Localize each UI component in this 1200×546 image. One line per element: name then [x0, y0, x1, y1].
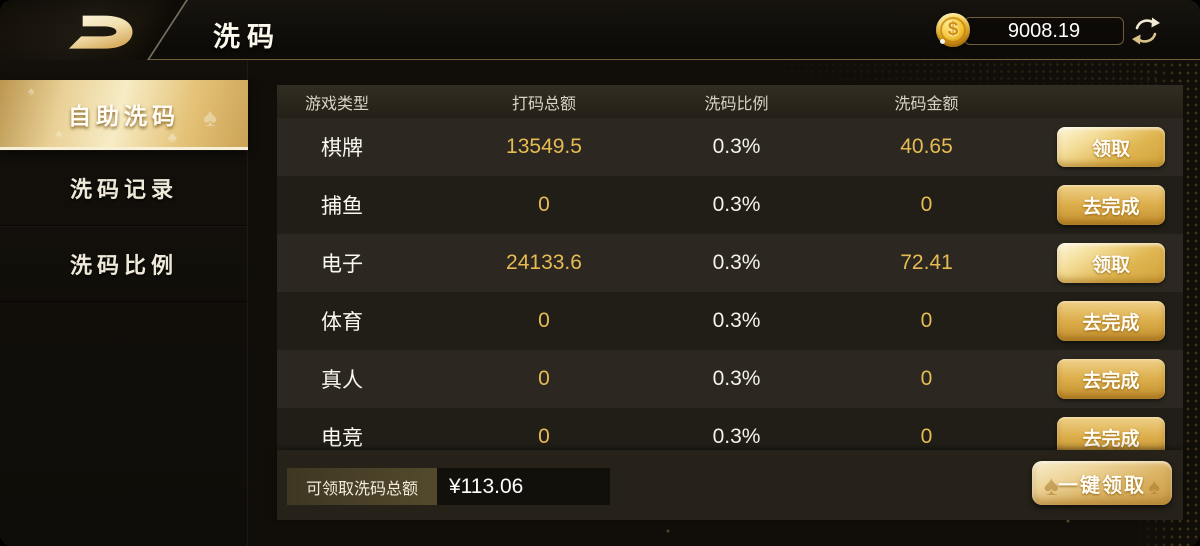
wash-amount-cell: 0 — [920, 425, 933, 448]
sidebar-item-self-wash[interactable]: 自助洗码 ♠ ♣ ♠ ♣ — [0, 80, 248, 150]
claim-all-label: 一键领取 — [1058, 474, 1146, 497]
wash-ratio-cell: 0.3% — [712, 425, 761, 448]
table-row: 捕鱼 0 0.3% 0 去完成 — [277, 176, 1183, 234]
table-row: 体育 0 0.3% 0 去完成 — [277, 292, 1183, 350]
footer-summary-bar: 可领取洗码总额 ¥113.06 ♠ 一键领取 ♠ — [277, 450, 1183, 520]
game-type-cell: 捕鱼 — [321, 195, 363, 218]
col-header-game-type: 游戏类型 — [305, 95, 370, 113]
sidebar-item-wash-records[interactable]: 洗码记录 — [0, 150, 248, 226]
spade-icon: ♠ — [203, 102, 222, 132]
wash-amount-cell: 0 — [920, 367, 933, 390]
wash-amount-cell: 0 — [920, 193, 933, 216]
claim-button[interactable]: 领取 — [1057, 127, 1165, 167]
coin-icon: $ — [936, 13, 970, 47]
wager-total-cell: 0 — [538, 193, 550, 216]
wash-amount-cell: 0 — [920, 309, 933, 332]
wager-total-cell: 24133.6 — [506, 251, 582, 274]
col-header-wash-amount: 洗码金额 — [894, 95, 959, 113]
claimable-total-value: ¥113.06 — [437, 468, 610, 505]
refresh-icon[interactable] — [1130, 15, 1162, 47]
wash-ratio-cell: 0.3% — [712, 367, 761, 390]
page-title: 洗码 — [213, 22, 281, 52]
sidebar-item-wash-ratio[interactable]: 洗码比例 — [0, 226, 248, 302]
wager-total-cell: 0 — [538, 367, 550, 390]
table-row: 电子 24133.6 0.3% 72.41 领取 — [277, 234, 1183, 292]
table-header-row: 游戏类型 打码总额 洗码比例 洗码金额 — [277, 85, 1183, 118]
wager-total-cell: 0 — [538, 425, 550, 448]
wash-ratio-cell: 0.3% — [712, 135, 761, 158]
wash-amount-cell: 40.65 — [900, 135, 953, 158]
game-type-cell: 棋牌 — [321, 137, 363, 160]
wash-ratio-cell: 0.3% — [712, 193, 761, 216]
sidebar-item-label: 自助洗码 — [68, 102, 180, 129]
claimable-total-label: 可领取洗码总额 — [287, 468, 437, 505]
balance-display[interactable]: 9008.19 — [964, 17, 1124, 45]
table-body: 棋牌 13549.5 0.3% 40.65 领取 捕鱼 0 0.3% 0 去完成 电子 24133.6… — [277, 118, 1183, 466]
spade-icon: ♠ — [1148, 474, 1162, 499]
game-type-cell: 真人 — [321, 369, 363, 392]
wash-amount-cell: 72.41 — [900, 251, 953, 274]
club-icon: ♣ — [167, 129, 182, 145]
col-header-wash-ratio: 洗码比例 — [704, 95, 769, 113]
claim-button[interactable]: 领取 — [1057, 243, 1165, 283]
game-type-cell: 电竞 — [321, 427, 363, 450]
go-complete-button[interactable]: 去完成 — [1057, 301, 1165, 341]
club-icon: ♣ — [56, 129, 67, 139]
wager-total-cell: 0 — [538, 309, 550, 332]
sidebar-item-label: 洗码比例 — [69, 252, 178, 278]
header-bar: 洗码 $ 9008.19 — [0, 0, 1200, 60]
wager-total-cell: 13549.5 — [506, 135, 582, 158]
main-content: 游戏类型 打码总额 洗码比例 洗码金额 棋牌 13549.5 0.3% 40.65 领取… — [248, 61, 1200, 546]
col-header-wager-total: 打码总额 — [511, 95, 576, 113]
table-row: 真人 0 0.3% 0 去完成 — [277, 350, 1183, 408]
game-type-cell: 电子 — [321, 253, 363, 276]
sidebar-nav: 自助洗码 ♠ ♣ ♠ ♣ 洗码记录 洗码比例 — [0, 61, 248, 546]
wash-ratio-cell: 0.3% — [712, 309, 761, 332]
go-complete-button[interactable]: 去完成 — [1057, 359, 1165, 399]
table-row: 棋牌 13549.5 0.3% 40.65 领取 — [277, 118, 1183, 176]
game-type-cell: 体育 — [321, 311, 363, 334]
sidebar-item-label: 洗码记录 — [69, 176, 178, 202]
wash-ratio-cell: 0.3% — [712, 251, 761, 274]
claim-all-button[interactable]: ♠ 一键领取 ♠ — [1032, 461, 1172, 505]
brand-logo-icon[interactable] — [52, 8, 144, 54]
spade-icon: ♠ — [28, 84, 40, 98]
go-complete-button[interactable]: 去完成 — [1057, 185, 1165, 225]
